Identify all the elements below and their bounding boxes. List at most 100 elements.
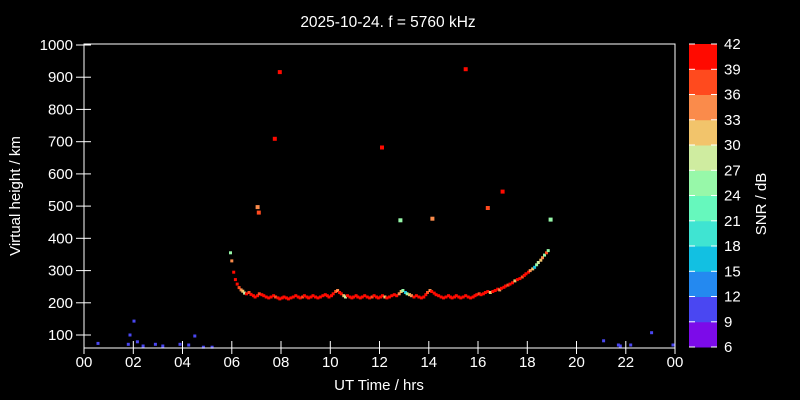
- data-point: [201, 345, 205, 349]
- colorbar-tick-label: 9: [724, 314, 732, 331]
- y-tick-label: 200: [48, 295, 73, 312]
- colorbar-segment: [689, 170, 717, 196]
- colorbar-tick-label: 24: [724, 188, 741, 205]
- y-tick-label: 1000: [40, 37, 73, 54]
- data-point: [264, 295, 268, 299]
- data-point: [260, 293, 264, 297]
- data-point: [520, 275, 524, 279]
- data-point: [348, 295, 352, 299]
- data-point: [408, 293, 411, 297]
- data-point: [235, 282, 239, 286]
- data-point: [422, 295, 426, 299]
- data-point: [280, 296, 284, 300]
- data-point: [370, 295, 374, 299]
- data-point: [447, 294, 450, 298]
- data-point: [486, 290, 490, 293]
- data-point: [430, 216, 435, 221]
- data-point: [483, 291, 487, 294]
- data-point: [276, 296, 280, 300]
- data-point: [506, 283, 510, 287]
- data-point: [187, 343, 191, 347]
- data-point: [541, 256, 544, 260]
- data-point: [454, 294, 458, 298]
- data-point: [376, 296, 380, 300]
- data-point: [291, 295, 295, 299]
- data-point: [527, 270, 530, 274]
- colorbar-title: SNR / dB: [753, 173, 770, 236]
- data-point: [352, 295, 356, 299]
- data-point: [399, 290, 403, 293]
- x-tick-label: 00: [76, 354, 93, 371]
- data-point: [533, 265, 537, 269]
- data-point: [178, 342, 182, 346]
- data-point: [325, 294, 329, 298]
- colorbar-segment: [689, 119, 717, 146]
- data-point: [339, 292, 343, 296]
- data-point: [412, 295, 416, 299]
- data-point: [546, 249, 550, 253]
- data-point: [428, 289, 432, 292]
- data-point: [491, 290, 495, 293]
- data-point: [311, 294, 315, 298]
- data-point: [272, 294, 276, 298]
- data-point: [316, 296, 320, 300]
- data-point: [331, 292, 335, 296]
- data-point: [475, 293, 479, 297]
- data-point: [350, 296, 354, 300]
- data-point: [403, 291, 407, 294]
- data-point: [305, 295, 309, 299]
- data-point: [539, 258, 543, 262]
- data-point: [414, 294, 418, 298]
- data-point: [256, 210, 261, 215]
- data-point: [253, 295, 257, 299]
- colorbar-tick-label: 27: [724, 162, 741, 179]
- data-point: [365, 295, 369, 299]
- data-point: [434, 293, 438, 297]
- data-point: [233, 278, 237, 282]
- data-point: [424, 293, 428, 297]
- data-point: [504, 284, 508, 288]
- x-tick-label: 06: [223, 354, 240, 371]
- data-point: [193, 334, 197, 338]
- data-point: [272, 136, 277, 141]
- colorbar-segment: [689, 296, 717, 323]
- data-point: [284, 296, 288, 300]
- colorbar-segment: [689, 69, 717, 95]
- x-tick-label: 20: [568, 354, 585, 371]
- data-point: [401, 289, 405, 292]
- data-point: [531, 267, 535, 271]
- data-point: [616, 343, 620, 347]
- data-point: [477, 292, 481, 296]
- scatter-points-layer: [96, 67, 675, 349]
- data-point: [298, 296, 302, 300]
- data-point: [498, 288, 502, 292]
- data-point: [360, 295, 364, 299]
- data-point: [442, 296, 445, 300]
- data-point: [481, 292, 485, 296]
- data-point: [346, 294, 349, 298]
- data-point: [461, 295, 465, 299]
- data-point: [453, 295, 457, 299]
- data-point: [536, 261, 540, 264]
- data-point: [479, 293, 483, 297]
- data-point: [381, 294, 384, 298]
- y-tick-label: 300: [48, 263, 73, 280]
- data-point: [237, 286, 241, 290]
- data-point: [469, 296, 473, 300]
- data-point: [232, 270, 236, 274]
- data-point: [269, 295, 273, 299]
- data-point: [513, 279, 517, 283]
- data-point: [383, 295, 387, 299]
- data-point: [430, 290, 434, 293]
- data-point: [395, 294, 399, 298]
- data-point: [473, 294, 477, 298]
- data-point: [278, 297, 282, 301]
- data-point: [485, 206, 490, 210]
- data-point: [302, 294, 306, 298]
- colorbar: 6 9 12 15 18 21 24 27 30 33 36 39 42: [689, 36, 741, 356]
- data-point: [375, 295, 378, 299]
- data-point: [444, 295, 448, 299]
- data-point: [419, 296, 423, 300]
- colorbar-segment: [689, 321, 717, 348]
